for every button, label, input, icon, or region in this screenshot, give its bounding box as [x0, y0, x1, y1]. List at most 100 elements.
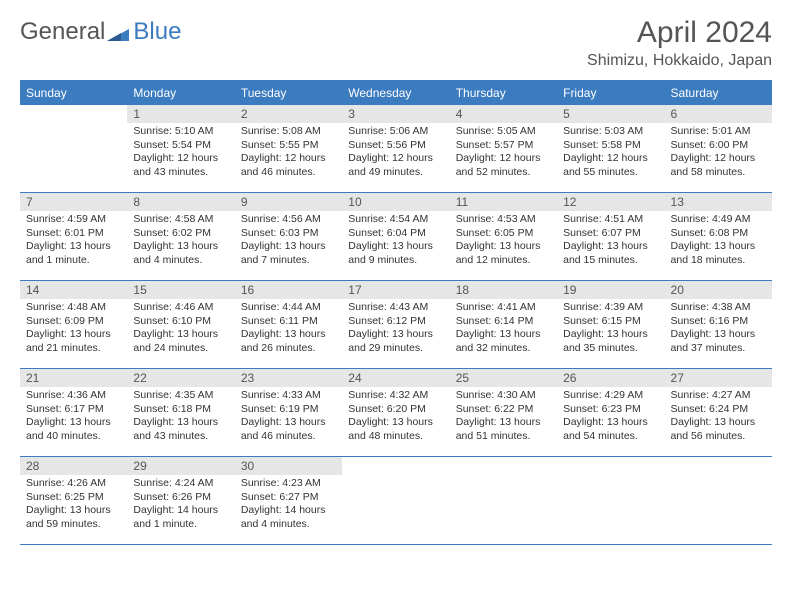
day-content: Sunrise: 4:48 AMSunset: 6:09 PMDaylight:… [20, 299, 127, 360]
day-content: Sunrise: 4:33 AMSunset: 6:19 PMDaylight:… [235, 387, 342, 448]
day-content: Sunrise: 4:29 AMSunset: 6:23 PMDaylight:… [557, 387, 664, 448]
day-cell: 9Sunrise: 4:56 AMSunset: 6:03 PMDaylight… [235, 193, 342, 281]
sunset-text: Sunset: 6:12 PM [348, 315, 443, 329]
daylight-text: Daylight: 13 hours and 54 minutes. [563, 416, 658, 443]
sunset-text: Sunset: 6:24 PM [671, 403, 766, 417]
title-block: April 2024 Shimizu, Hokkaido, Japan [587, 18, 772, 70]
day-cell: 5Sunrise: 5:03 AMSunset: 5:58 PMDaylight… [557, 105, 664, 193]
day-cell: 13Sunrise: 4:49 AMSunset: 6:08 PMDayligh… [665, 193, 772, 281]
day-cell: 16Sunrise: 4:44 AMSunset: 6:11 PMDayligh… [235, 281, 342, 369]
day-number: 25 [450, 369, 557, 387]
sunset-text: Sunset: 6:16 PM [671, 315, 766, 329]
day-number: 26 [557, 369, 664, 387]
daylight-text: Daylight: 13 hours and 26 minutes. [241, 328, 336, 355]
weekday-header-row: Sunday Monday Tuesday Wednesday Thursday… [20, 81, 772, 105]
day-cell: 27Sunrise: 4:27 AMSunset: 6:24 PMDayligh… [665, 369, 772, 457]
sunrise-text: Sunrise: 4:48 AM [26, 301, 121, 315]
day-cell: 1Sunrise: 5:10 AMSunset: 5:54 PMDaylight… [127, 105, 234, 193]
sunrise-text: Sunrise: 4:24 AM [133, 477, 228, 491]
sunrise-text: Sunrise: 4:53 AM [456, 213, 551, 227]
day-content: Sunrise: 4:54 AMSunset: 6:04 PMDaylight:… [342, 211, 449, 272]
sunset-text: Sunset: 6:23 PM [563, 403, 658, 417]
sunset-text: Sunset: 6:03 PM [241, 227, 336, 241]
day-cell: 17Sunrise: 4:43 AMSunset: 6:12 PMDayligh… [342, 281, 449, 369]
day-content: Sunrise: 4:46 AMSunset: 6:10 PMDaylight:… [127, 299, 234, 360]
daylight-text: Daylight: 12 hours and 49 minutes. [348, 152, 443, 179]
day-content: Sunrise: 5:05 AMSunset: 5:57 PMDaylight:… [450, 123, 557, 184]
sunrise-text: Sunrise: 4:56 AM [241, 213, 336, 227]
sunrise-text: Sunrise: 5:06 AM [348, 125, 443, 139]
day-cell: 12Sunrise: 4:51 AMSunset: 6:07 PMDayligh… [557, 193, 664, 281]
weekday-header: Tuesday [235, 81, 342, 105]
logo-text-part1: General [20, 18, 105, 46]
daylight-text: Daylight: 14 hours and 4 minutes. [241, 504, 336, 531]
sunset-text: Sunset: 6:20 PM [348, 403, 443, 417]
sunrise-text: Sunrise: 4:58 AM [133, 213, 228, 227]
day-content: Sunrise: 4:23 AMSunset: 6:27 PMDaylight:… [235, 475, 342, 536]
sunset-text: Sunset: 6:00 PM [671, 139, 766, 153]
sunrise-text: Sunrise: 4:46 AM [133, 301, 228, 315]
day-number: 22 [127, 369, 234, 387]
logo: General Blue [20, 18, 181, 46]
daylight-text: Daylight: 12 hours and 52 minutes. [456, 152, 551, 179]
day-cell: 28Sunrise: 4:26 AMSunset: 6:25 PMDayligh… [20, 457, 127, 545]
day-content [20, 109, 127, 115]
day-cell: 30Sunrise: 4:23 AMSunset: 6:27 PMDayligh… [235, 457, 342, 545]
weekday-header: Sunday [20, 81, 127, 105]
sunset-text: Sunset: 6:01 PM [26, 227, 121, 241]
sunrise-text: Sunrise: 4:49 AM [671, 213, 766, 227]
sunrise-text: Sunrise: 4:39 AM [563, 301, 658, 315]
day-content: Sunrise: 4:35 AMSunset: 6:18 PMDaylight:… [127, 387, 234, 448]
sunrise-text: Sunrise: 4:41 AM [456, 301, 551, 315]
daylight-text: Daylight: 12 hours and 46 minutes. [241, 152, 336, 179]
daylight-text: Daylight: 13 hours and 32 minutes. [456, 328, 551, 355]
sunset-text: Sunset: 5:58 PM [563, 139, 658, 153]
sunrise-text: Sunrise: 4:23 AM [241, 477, 336, 491]
day-cell: 10Sunrise: 4:54 AMSunset: 6:04 PMDayligh… [342, 193, 449, 281]
sunset-text: Sunset: 5:55 PM [241, 139, 336, 153]
day-number: 18 [450, 281, 557, 299]
day-cell: 23Sunrise: 4:33 AMSunset: 6:19 PMDayligh… [235, 369, 342, 457]
day-cell: 22Sunrise: 4:35 AMSunset: 6:18 PMDayligh… [127, 369, 234, 457]
sunrise-text: Sunrise: 5:08 AM [241, 125, 336, 139]
sunrise-text: Sunrise: 5:10 AM [133, 125, 228, 139]
sunset-text: Sunset: 6:26 PM [133, 491, 228, 505]
day-content: Sunrise: 5:10 AMSunset: 5:54 PMDaylight:… [127, 123, 234, 184]
sunset-text: Sunset: 6:09 PM [26, 315, 121, 329]
day-content: Sunrise: 4:53 AMSunset: 6:05 PMDaylight:… [450, 211, 557, 272]
weekday-header: Monday [127, 81, 234, 105]
day-number: 29 [127, 457, 234, 475]
day-number: 14 [20, 281, 127, 299]
week-row: 21Sunrise: 4:36 AMSunset: 6:17 PMDayligh… [20, 369, 772, 457]
week-row: 28Sunrise: 4:26 AMSunset: 6:25 PMDayligh… [20, 457, 772, 545]
sunset-text: Sunset: 6:14 PM [456, 315, 551, 329]
sunrise-text: Sunrise: 4:59 AM [26, 213, 121, 227]
day-content [557, 461, 664, 467]
daylight-text: Daylight: 13 hours and 59 minutes. [26, 504, 121, 531]
day-content: Sunrise: 4:30 AMSunset: 6:22 PMDaylight:… [450, 387, 557, 448]
day-number: 19 [557, 281, 664, 299]
day-number: 3 [342, 105, 449, 123]
daylight-text: Daylight: 13 hours and 46 minutes. [241, 416, 336, 443]
logo-text-part2: Blue [133, 18, 181, 46]
day-number: 24 [342, 369, 449, 387]
weekday-header: Wednesday [342, 81, 449, 105]
day-content: Sunrise: 4:49 AMSunset: 6:08 PMDaylight:… [665, 211, 772, 272]
sunrise-text: Sunrise: 5:05 AM [456, 125, 551, 139]
day-cell: 24Sunrise: 4:32 AMSunset: 6:20 PMDayligh… [342, 369, 449, 457]
day-content [450, 461, 557, 467]
day-content: Sunrise: 5:08 AMSunset: 5:55 PMDaylight:… [235, 123, 342, 184]
day-cell: 25Sunrise: 4:30 AMSunset: 6:22 PMDayligh… [450, 369, 557, 457]
sunrise-text: Sunrise: 5:01 AM [671, 125, 766, 139]
day-number: 17 [342, 281, 449, 299]
day-content: Sunrise: 4:27 AMSunset: 6:24 PMDaylight:… [665, 387, 772, 448]
day-content: Sunrise: 4:32 AMSunset: 6:20 PMDaylight:… [342, 387, 449, 448]
day-number: 9 [235, 193, 342, 211]
sunset-text: Sunset: 6:07 PM [563, 227, 658, 241]
day-cell [20, 105, 127, 193]
daylight-text: Daylight: 13 hours and 56 minutes. [671, 416, 766, 443]
daylight-text: Daylight: 13 hours and 51 minutes. [456, 416, 551, 443]
day-cell: 7Sunrise: 4:59 AMSunset: 6:01 PMDaylight… [20, 193, 127, 281]
day-cell: 18 Sunrise: 4:41 AMSunset: 6:14 PMDayligh… [450, 281, 557, 369]
daylight-text: Daylight: 13 hours and 24 minutes. [133, 328, 228, 355]
